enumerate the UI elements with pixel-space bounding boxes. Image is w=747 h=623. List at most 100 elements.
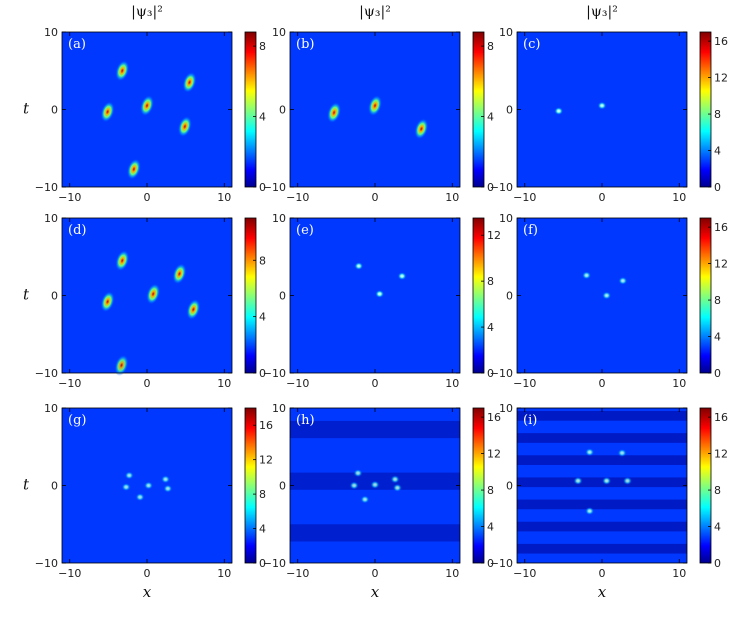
peak-mark-1 [597,101,607,110]
colorbar-frame [699,217,712,374]
heatmap-band [517,521,687,532]
x-tick-label: −10 [58,377,81,390]
y-tick-label: 0 [506,480,513,493]
colorbar-tick-label: 0 [487,367,494,380]
peak-mark-1 [124,471,134,480]
y-tick-label: 0 [506,290,513,303]
colorbar [700,408,711,563]
peak-mark-3 [602,291,612,300]
x-tick-label: 0 [372,567,379,580]
colorbar-tick-label: 4 [259,523,266,536]
colorbar-frame [699,407,712,564]
colorbar [473,408,484,563]
peak-mark-6 [114,354,129,376]
heatmap-band [517,477,687,488]
colorbar-tick-label: 0 [487,557,494,570]
colorbar-tick-label: 16 [259,419,273,432]
heatmap-band [290,420,460,439]
x-tick-label: 0 [144,377,151,390]
y-tick-label: −10 [263,181,286,194]
y-tick-label: −10 [490,181,513,194]
colorbar-tick-label: 0 [259,181,266,194]
y-tick-label: −10 [490,557,513,570]
colorbar-tick-label: 0 [259,367,266,380]
peak-mark-4 [144,481,154,490]
peak-mark-5 [163,484,173,493]
peak-mark-6 [585,507,595,516]
colorbar-tick-label: 0 [714,181,721,194]
peak-mark-1 [585,448,595,457]
heatmap-band [517,543,687,554]
colorbar-tick-label: 8 [487,484,494,497]
y-tick-label: 10 [272,402,286,415]
x-tick-label: −10 [58,567,81,580]
panel-e: (e) −10 0 10 −10 0 10 0 4 8 12 [263,212,501,390]
colorbar-tick-label: 16 [714,221,728,234]
peak-mark-2 [617,448,627,457]
colorbar-tick-label: 12 [487,448,501,461]
peak-mark-3 [349,481,359,490]
peak-mark-4 [370,480,380,489]
peak-mark-5 [623,476,632,485]
colorbar-tick-label: 4 [714,521,721,534]
colorbar-tick-label: 12 [487,229,501,242]
x-axis-label: x [598,583,607,601]
x-tick-label: −10 [513,191,536,204]
peak-mark-3 [375,289,385,298]
heatmap-band [517,433,687,443]
y-tick-label: 10 [44,26,58,39]
panel-a: (a) −10 0 10 −10 0 10 t |ψ₃|² 0 4 8 [23,4,266,204]
x-tick-label: 10 [672,377,686,390]
x-tick-label: 0 [372,191,379,204]
column-title: |ψ₃|² [586,4,618,20]
colorbar [473,32,484,187]
colorbar-tick-label: 4 [259,111,266,124]
peak-mark-6 [360,495,370,504]
x-tick-label: 0 [144,191,151,204]
x-tick-label: 10 [445,191,459,204]
colorbar-tick-label: 0 [487,181,494,194]
y-tick-label: 10 [499,26,513,39]
y-axis-label: t [23,100,30,118]
x-tick-label: 0 [372,377,379,390]
x-tick-label: 0 [599,191,606,204]
colorbar-tick-label: 16 [487,411,501,424]
peak-mark-3 [121,483,131,492]
x-axis-label: x [143,583,152,601]
colorbar-tick-label: 8 [259,254,266,267]
colorbar [700,218,711,373]
peak-mark-5 [177,115,192,138]
colorbar-tick-label: 4 [487,321,494,334]
x-tick-label: −10 [286,191,309,204]
peak-mark-2 [367,94,383,117]
y-tick-label: 0 [279,480,286,493]
peak-mark-6 [135,493,145,502]
x-tick-label: −10 [286,567,309,580]
y-tick-label: 10 [499,212,513,225]
peak-mark-6 [126,158,141,180]
peak-mark-3 [100,101,115,123]
colorbar-tick-label: 4 [487,521,494,534]
colorbar-tick-label: 0 [259,557,266,570]
colorbar-tick-label: 4 [714,331,721,344]
colorbar [245,218,256,373]
panel-d: (d) −10 0 10 −10 0 10 t 0 4 8 [23,212,266,390]
peak-mark-2 [618,276,628,285]
colorbar-tick-label: 4 [714,145,721,158]
colorbar-tick-label: 8 [259,40,266,53]
x-tick-label: −10 [513,567,536,580]
colorbar-frame [472,217,485,374]
y-tick-label: −10 [35,557,58,570]
panel-label: (h) [296,413,315,428]
peak-mark-2 [554,107,564,116]
y-tick-label: 0 [51,104,58,117]
x-tick-label: 0 [599,377,606,390]
x-axis-label: x [371,583,380,601]
x-tick-label: 0 [144,567,151,580]
peak-mark-3 [100,291,115,313]
colorbar-tick-label: 12 [714,258,728,271]
colorbar-frame [244,407,257,564]
y-tick-label: −10 [35,367,58,380]
colorbar-frame [472,31,485,188]
